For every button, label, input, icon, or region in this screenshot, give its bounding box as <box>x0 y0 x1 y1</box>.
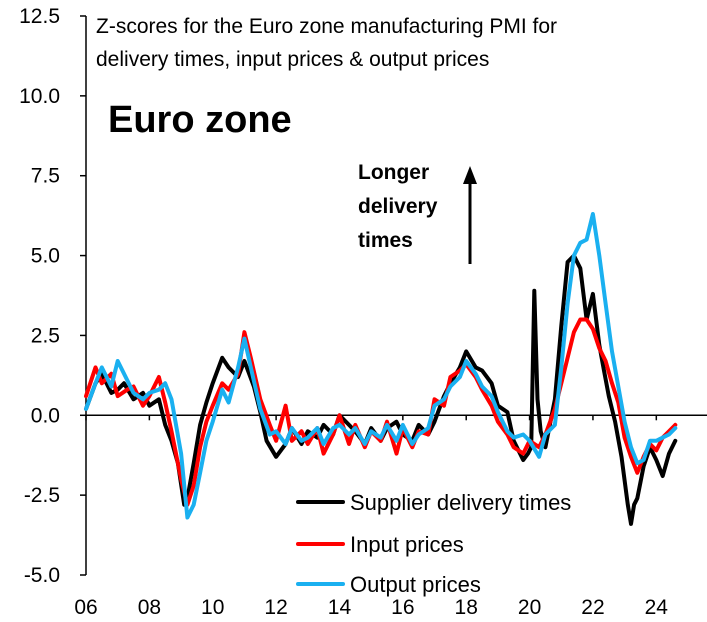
chart-title-line-2: delivery times, input prices & output pr… <box>96 48 489 71</box>
y-tick-label: 2.5 <box>31 324 60 347</box>
annotation-arrow <box>463 166 477 264</box>
x-axis-ticks: 06 08 10 12 14 16 18 20 22 24 <box>74 415 668 619</box>
series-line-output-prices <box>84 212 678 520</box>
x-tick-label: 12 <box>264 596 287 619</box>
y-tick-label: 12.5 <box>19 5 60 28</box>
y-tick-label: -5.0 <box>24 564 60 587</box>
x-tick-label: 18 <box>455 596 478 619</box>
series-line-input-prices <box>84 317 678 507</box>
x-tick-label: 14 <box>328 596 352 619</box>
x-tick-label: 22 <box>581 596 604 619</box>
region-label: Euro zone <box>108 99 292 141</box>
x-tick-label: 24 <box>645 596 669 619</box>
x-tick-label: 16 <box>391 596 414 619</box>
x-tick-label: 10 <box>201 596 224 619</box>
y-tick-label: 10.0 <box>19 85 60 108</box>
y-axis-ticks: 12.5 10.0 7.5 5.0 2.5 0.0 -2.5 -5.0 <box>19 5 86 587</box>
annotation-line-2: delivery <box>358 195 438 218</box>
chart-title-line-1: Z-scores for the Euro zone manufacturing… <box>96 15 557 38</box>
series-lines <box>84 212 678 526</box>
legend: Supplier delivery times Input prices Out… <box>296 490 571 597</box>
y-tick-label: -2.5 <box>24 484 60 507</box>
y-tick-label: 0.0 <box>31 404 60 427</box>
x-tick-label: 08 <box>138 596 161 619</box>
legend-label-supplier-delivery-times: Supplier delivery times <box>350 490 571 515</box>
annotation-line-3: times <box>358 229 413 252</box>
x-tick-label: 20 <box>518 596 541 619</box>
y-tick-label: 7.5 <box>31 165 60 188</box>
legend-label-input-prices: Input prices <box>350 532 464 557</box>
legend-label-output-prices: Output prices <box>350 572 481 597</box>
y-tick-label: 5.0 <box>31 245 60 268</box>
annotation-line-1: Longer <box>358 161 429 184</box>
x-tick-label: 06 <box>74 596 97 619</box>
